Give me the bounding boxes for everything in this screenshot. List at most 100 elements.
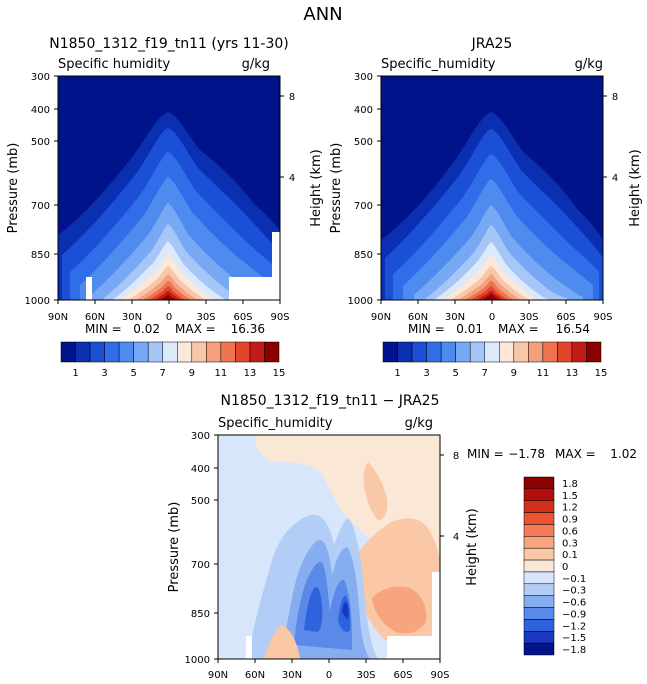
colorbar-swatch: [523, 536, 555, 549]
y-axis: 300 400 500 700 850 1000 Pressure (mb): [329, 72, 381, 307]
x-axis: 90N 60N 30N 0 30S 60S 90S: [48, 300, 290, 323]
colorbar-swatch: [523, 476, 555, 490]
min-label: MIN =: [467, 447, 504, 461]
colorbar-label: 9: [511, 368, 517, 379]
y-tick-label: 500: [191, 496, 210, 507]
max-value: 16.54: [556, 322, 590, 336]
colorbar-label: 7: [160, 368, 166, 379]
colorbar-label: 7: [482, 368, 488, 379]
height-tick-label: 8: [453, 451, 459, 462]
height-tick-label: 8: [612, 92, 618, 103]
height-axis: 8 4 Height (km): [440, 451, 480, 586]
colorbar-label: −0.6: [562, 598, 586, 609]
colorbar-label: 0.3: [562, 538, 578, 549]
terrain-mask-greenland: [246, 636, 252, 659]
contour-band-positive-3: [363, 462, 388, 520]
colorbar-label: 0.9: [562, 515, 578, 526]
y-tick-label: 400: [191, 464, 210, 475]
x-tick-label: 60N: [245, 670, 265, 681]
x-tick-label: 90N: [371, 312, 391, 323]
x-tick-label: 60N: [85, 312, 105, 323]
variable-label: Specific humidity: [58, 57, 170, 72]
max-value: 16.36: [231, 322, 265, 336]
colorbar-swatch: [206, 341, 222, 363]
x-tick-label: 0: [326, 670, 332, 681]
colorbar-label: 1.2: [562, 503, 578, 514]
y-axis-label: Pressure (mb): [329, 143, 344, 234]
colorbar-swatch: [523, 642, 555, 656]
colorbar: 1 3 5 7 9 11 13 15: [60, 341, 285, 379]
y-tick-label: 700: [31, 201, 50, 212]
colorbar-swatch: [426, 341, 442, 363]
colorbar-swatch: [523, 631, 555, 644]
colorbar-swatch: [60, 341, 76, 363]
x-tick-label: 30S: [356, 670, 375, 681]
units-label: g/kg: [575, 57, 603, 72]
colorbar-swatch: [523, 595, 555, 608]
colorbar-swatch: [523, 583, 555, 596]
y-tick-label: 700: [191, 560, 210, 571]
colorbar-swatch: [499, 341, 515, 363]
colorbar-label: −0.9: [562, 609, 586, 620]
max-label: MAX =: [175, 322, 216, 336]
min-value: 0.02: [133, 322, 160, 336]
x-tick-label: 90S: [593, 312, 612, 323]
colorbar-label: 1.5: [562, 491, 578, 502]
colorbar-swatch: [455, 341, 471, 363]
contour-band-14: [160, 295, 177, 300]
terrain-mask-antarctica: [229, 277, 280, 300]
colorbar-label: 15: [595, 368, 608, 379]
y-axis-label: Pressure (mb): [6, 143, 21, 234]
max-value: 1.02: [610, 447, 637, 461]
variable-label: Specific_humidity: [381, 57, 496, 72]
panel-difference: N1850_1312_f19_tn11 − JRA25 Specific_hum…: [167, 393, 637, 681]
x-tick-label: 0: [489, 312, 495, 323]
height-axis: 8 4 Height (km): [603, 92, 643, 227]
x-tick-label: 30N: [282, 670, 302, 681]
y-tick-label: 1000: [348, 296, 373, 307]
units-label: g/kg: [242, 57, 270, 72]
x-tick-label: 90S: [270, 312, 289, 323]
contour-band-positive-5: [264, 625, 300, 659]
y-tick-label: 1000: [185, 655, 210, 666]
contour-band-positive-2: [372, 586, 427, 634]
colorbar-label: −0.1: [562, 574, 586, 585]
contour-band-14: [482, 294, 500, 300]
colorbar-swatch: [542, 341, 558, 363]
y-axis: 300 400 500 700 850 1000 Pressure (mb): [6, 72, 58, 307]
colorbar-swatch: [528, 341, 544, 363]
colorbar-swatch: [162, 341, 178, 363]
max-label: MAX =: [555, 447, 596, 461]
terrain-mask-antarctic-highland: [272, 232, 280, 277]
colorbar-swatch: [513, 341, 529, 363]
panel-reanalysis: JRA25 Specific_humidity g/kg 90N 60N 30N: [329, 36, 643, 379]
colorbar-swatch: [235, 341, 251, 363]
y-tick-label: 850: [191, 609, 210, 620]
colorbar-swatch: [523, 512, 555, 525]
colorbar-swatch: [523, 559, 555, 573]
colorbar-swatch: [191, 341, 207, 363]
colorbar-label: 0.6: [562, 526, 578, 537]
colorbar-swatch: [586, 341, 602, 363]
height-axis: 8 4 Height (km): [280, 92, 324, 227]
height-axis-label: Height (km): [465, 508, 480, 585]
colorbar-swatch: [177, 341, 193, 363]
x-tick-label: 90S: [430, 670, 449, 681]
y-axis-label: Pressure (mb): [167, 502, 182, 593]
colorbar-swatch: [264, 341, 280, 363]
colorbar-label: 0: [562, 562, 568, 573]
x-tick-label: 90N: [208, 670, 228, 681]
y-axis: 300 400 500 700 850 1000 Pressure (mb): [167, 431, 218, 666]
y-tick-label: 850: [31, 250, 50, 261]
min-value: 0.01: [456, 322, 483, 336]
terrain-mask-greenland: [86, 277, 92, 300]
x-tick-label: 0: [166, 312, 172, 323]
colorbar-swatch: [484, 341, 500, 363]
colorbar-swatch: [411, 341, 427, 363]
filled-contours: [381, 112, 603, 300]
panel-title: JRA25: [471, 36, 513, 52]
colorbar-swatch: [397, 341, 413, 363]
colorbar-label: −0.3: [562, 586, 586, 597]
min-label: MIN =: [85, 322, 122, 336]
min-value: −1.78: [508, 447, 545, 461]
